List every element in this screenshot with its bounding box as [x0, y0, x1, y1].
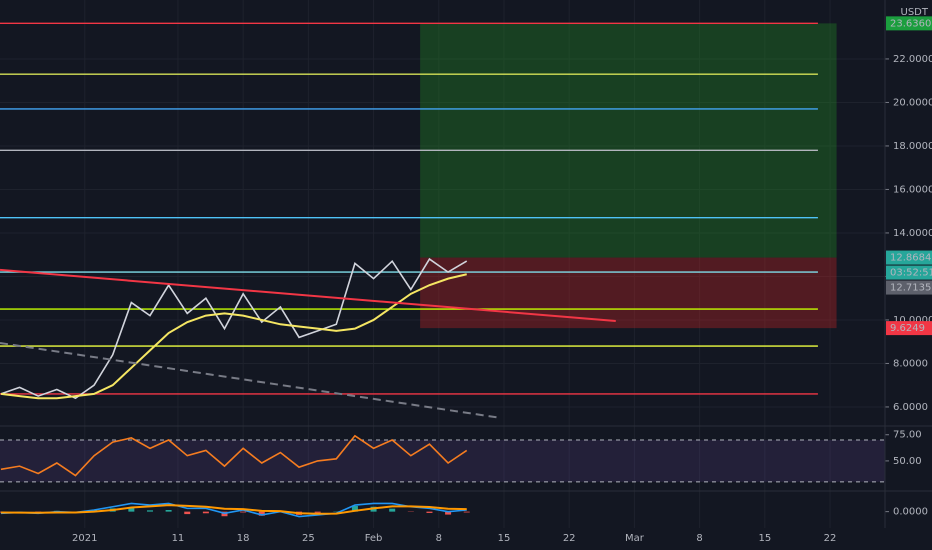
y-tick-label: 75.00 — [893, 430, 922, 441]
series-line — [0, 273, 467, 400]
y-tick-label: 20.0000 — [893, 97, 932, 108]
y-tick-label: 14.0000 — [893, 228, 932, 239]
histogram-bar — [389, 508, 396, 512]
y-tick-label: 16.0000 — [893, 184, 932, 195]
price-label-bg — [886, 250, 932, 265]
y-tick-label: 50.00 — [893, 456, 922, 467]
histogram-bar — [351, 505, 358, 512]
y-tick-label: 8.0000 — [893, 358, 928, 369]
x-tick-label: 8 — [436, 533, 442, 544]
y-tick-label: 22.0000 — [893, 54, 932, 65]
currency-label: USDT — [901, 7, 929, 18]
series-line — [0, 434, 468, 477]
histogram-bar — [258, 511, 265, 516]
countdown-bg — [886, 265, 932, 280]
x-tick-label: 22 — [563, 533, 576, 544]
series-line — [0, 504, 467, 515]
y-tick-label: 18.0000 — [893, 141, 932, 152]
x-tick-label: 15 — [758, 533, 771, 544]
histogram-bar — [146, 510, 153, 512]
price-label: 12.8684 — [890, 253, 931, 264]
x-tick-label: Feb — [365, 533, 383, 544]
price-label-bg — [886, 16, 932, 31]
x-tick-label: 22 — [824, 533, 837, 544]
y-tick-label: 10.0000 — [893, 315, 932, 326]
price-label: 12.7135 — [890, 283, 931, 294]
histogram-bar — [184, 511, 191, 515]
x-tick-label: 11 — [172, 533, 185, 544]
histogram-bar — [128, 507, 135, 512]
histogram-bar — [202, 511, 209, 514]
histogram-bar — [463, 511, 470, 513]
histogram-bar — [314, 511, 321, 513]
x-tick-label: 8 — [696, 533, 702, 544]
x-tick-label: 2021 — [72, 533, 97, 544]
countdown: 03:52:51 — [890, 268, 932, 279]
histogram-bar — [165, 510, 172, 512]
price-label: 23.6360 — [890, 18, 931, 29]
rsi-band — [0, 439, 885, 482]
trend-line — [0, 342, 501, 419]
price-label-bg — [886, 280, 932, 295]
histogram-bar — [240, 511, 247, 513]
price-label: 9.6249 — [890, 323, 925, 334]
stop-zone — [420, 257, 837, 329]
x-tick-label: 15 — [498, 533, 511, 544]
y-tick-label: 0.0000 — [893, 507, 928, 518]
trend-line — [0, 268, 616, 323]
x-tick-label: 18 — [237, 533, 250, 544]
price-label-bg — [886, 321, 932, 336]
target-zone — [420, 23, 837, 258]
x-tick-label: Mar — [625, 533, 645, 544]
y-tick-label: 6.0000 — [893, 402, 928, 413]
x-tick-label: 25 — [302, 533, 315, 544]
histogram-bar — [426, 511, 433, 513]
histogram-bar — [445, 511, 452, 515]
